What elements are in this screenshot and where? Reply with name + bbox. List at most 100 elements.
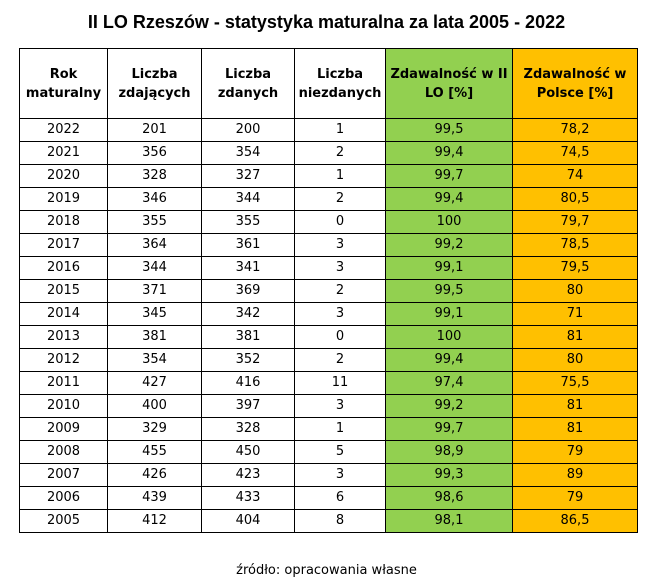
cell-year: 2015 xyxy=(19,279,108,303)
cell-national-pass-rate: 80 xyxy=(512,279,638,303)
table-row: 2021 356 354 2 99,4 74,5 xyxy=(19,141,638,165)
cell-year: 2019 xyxy=(19,187,108,211)
cell-failed: 6 xyxy=(294,486,386,510)
cell-school-pass-rate: 99,3 xyxy=(385,463,513,487)
cell-takers: 371 xyxy=(107,279,202,303)
cell-passed: 352 xyxy=(201,348,295,372)
cell-takers: 364 xyxy=(107,233,202,257)
cell-school-pass-rate: 99,4 xyxy=(385,187,513,211)
cell-school-pass-rate: 97,4 xyxy=(385,371,513,395)
column-header-passed: Liczba zdanych xyxy=(201,48,295,119)
cell-takers: 427 xyxy=(107,371,202,395)
cell-failed: 5 xyxy=(294,440,386,464)
column-header-takers: Liczba zdających xyxy=(107,48,202,119)
cell-national-pass-rate: 79,5 xyxy=(512,256,638,280)
cell-school-pass-rate: 99,4 xyxy=(385,141,513,165)
table-row: 2015 371 369 2 99,5 80 xyxy=(19,279,638,303)
cell-takers: 439 xyxy=(107,486,202,510)
cell-takers: 400 xyxy=(107,394,202,418)
cell-national-pass-rate: 79,7 xyxy=(512,210,638,234)
cell-passed: 433 xyxy=(201,486,295,510)
cell-national-pass-rate: 74,5 xyxy=(512,141,638,165)
cell-failed: 11 xyxy=(294,371,386,395)
cell-national-pass-rate: 89 xyxy=(512,463,638,487)
cell-passed: 328 xyxy=(201,417,295,441)
table-row: 2007 426 423 3 99,3 89 xyxy=(19,463,638,487)
cell-passed: 369 xyxy=(201,279,295,303)
cell-national-pass-rate: 75,5 xyxy=(512,371,638,395)
cell-passed: 450 xyxy=(201,440,295,464)
cell-year: 2014 xyxy=(19,302,108,326)
cell-year: 2010 xyxy=(19,394,108,418)
cell-failed: 3 xyxy=(294,394,386,418)
page-title: II LO Rzeszów - statystyka maturalna za … xyxy=(87,12,566,32)
cell-failed: 2 xyxy=(294,141,386,165)
column-header-national-pass-rate: Zdawalność w Polsce [%] xyxy=(512,48,638,119)
cell-passed: 342 xyxy=(201,302,295,326)
cell-passed: 397 xyxy=(201,394,295,418)
cell-national-pass-rate: 81 xyxy=(512,417,638,441)
cell-school-pass-rate: 99,2 xyxy=(385,394,513,418)
cell-takers: 354 xyxy=(107,348,202,372)
column-header-failed: Liczba niezdanych xyxy=(294,48,386,119)
cell-takers: 455 xyxy=(107,440,202,464)
table-row: 2013 381 381 0 100 81 xyxy=(19,325,638,349)
cell-national-pass-rate: 81 xyxy=(512,325,638,349)
cell-year: 2022 xyxy=(19,118,108,142)
cell-passed: 327 xyxy=(201,164,295,188)
cell-school-pass-rate: 98,6 xyxy=(385,486,513,510)
column-header-year: Rok maturalny xyxy=(19,48,108,119)
cell-passed: 381 xyxy=(201,325,295,349)
cell-year: 2018 xyxy=(19,210,108,234)
cell-year: 2016 xyxy=(19,256,108,280)
cell-failed: 2 xyxy=(294,279,386,303)
cell-national-pass-rate: 80,5 xyxy=(512,187,638,211)
cell-year: 2006 xyxy=(19,486,108,510)
cell-failed: 3 xyxy=(294,256,386,280)
cell-failed: 2 xyxy=(294,187,386,211)
cell-passed: 355 xyxy=(201,210,295,234)
table-row: 2014 345 342 3 99,1 71 xyxy=(19,302,638,326)
cell-failed: 1 xyxy=(294,164,386,188)
cell-school-pass-rate: 99,4 xyxy=(385,348,513,372)
column-header-school-pass-rate: Zdawalność w II LO [%] xyxy=(385,48,513,119)
cell-year: 2013 xyxy=(19,325,108,349)
cell-passed: 354 xyxy=(201,141,295,165)
cell-failed: 3 xyxy=(294,302,386,326)
cell-passed: 423 xyxy=(201,463,295,487)
cell-failed: 1 xyxy=(294,417,386,441)
cell-passed: 404 xyxy=(201,509,295,533)
cell-national-pass-rate: 78,2 xyxy=(512,118,638,142)
cell-takers: 381 xyxy=(107,325,202,349)
cell-year: 2005 xyxy=(19,509,108,533)
cell-takers: 355 xyxy=(107,210,202,234)
table-row: 2017 364 361 3 99,2 78,5 xyxy=(19,233,638,257)
cell-school-pass-rate: 99,5 xyxy=(385,118,513,142)
table-row: 2018 355 355 0 100 79,7 xyxy=(19,210,638,234)
table-row: 2019 346 344 2 99,4 80,5 xyxy=(19,187,638,211)
table-row: 2010 400 397 3 99,2 81 xyxy=(19,394,638,418)
table-row: 2006 439 433 6 98,6 79 xyxy=(19,486,638,510)
cell-failed: 0 xyxy=(294,325,386,349)
cell-school-pass-rate: 99,5 xyxy=(385,279,513,303)
header-row: Rok maturalny Liczba zdających Liczba zd… xyxy=(19,48,638,119)
cell-failed: 0 xyxy=(294,210,386,234)
cell-national-pass-rate: 81 xyxy=(512,394,638,418)
source-note: źródło: opracowania własne xyxy=(236,563,417,578)
cell-takers: 328 xyxy=(107,164,202,188)
table-row: 2020 328 327 1 99,7 74 xyxy=(19,164,638,188)
cell-national-pass-rate: 71 xyxy=(512,302,638,326)
cell-takers: 356 xyxy=(107,141,202,165)
cell-year: 2020 xyxy=(19,164,108,188)
cell-passed: 416 xyxy=(201,371,295,395)
cell-passed: 361 xyxy=(201,233,295,257)
cell-year: 2009 xyxy=(19,417,108,441)
cell-national-pass-rate: 80 xyxy=(512,348,638,372)
cell-passed: 341 xyxy=(201,256,295,280)
cell-school-pass-rate: 99,7 xyxy=(385,164,513,188)
cell-takers: 346 xyxy=(107,187,202,211)
cell-school-pass-rate: 98,1 xyxy=(385,509,513,533)
cell-school-pass-rate: 99,1 xyxy=(385,256,513,280)
cell-takers: 412 xyxy=(107,509,202,533)
cell-school-pass-rate: 98,9 xyxy=(385,440,513,464)
